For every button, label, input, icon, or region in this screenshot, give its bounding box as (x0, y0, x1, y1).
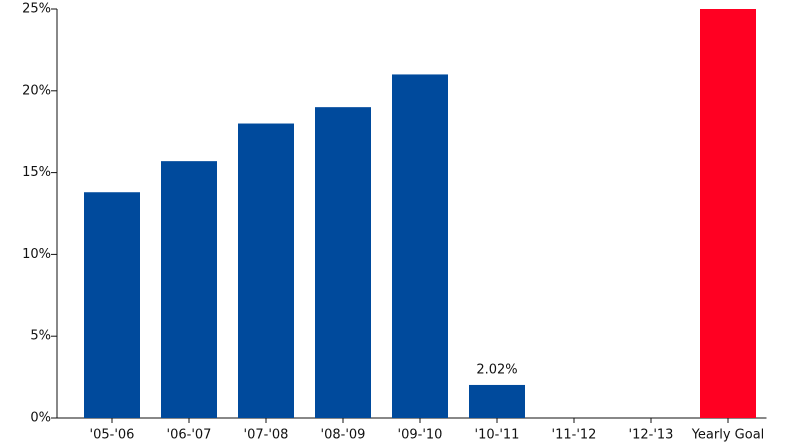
x-tick-label: '11-'12 (552, 428, 597, 443)
bar (161, 161, 217, 418)
bar (238, 123, 294, 419)
x-tick-label: '07-'08 (244, 428, 289, 443)
x-tick-label: '12-'13 (629, 428, 674, 443)
y-tick-label: 5% (30, 329, 51, 344)
x-tick-label: '05-'06 (90, 428, 135, 443)
bar (315, 107, 371, 418)
bar (469, 384, 525, 418)
bar (84, 192, 140, 418)
bar (392, 74, 448, 418)
x-tick-label: '06-'07 (167, 428, 212, 443)
bar (700, 9, 756, 418)
y-tick-label: 0% (30, 411, 51, 426)
y-tick-label: 15% (22, 165, 51, 180)
x-tick-label: '08-'09 (321, 428, 366, 443)
x-tick-label: '09-'10 (398, 428, 443, 443)
x-tick-label: Yearly Goal (691, 428, 765, 443)
y-tick-label: 20% (22, 83, 51, 98)
x-tick-label: '10-'11 (475, 428, 520, 443)
value-label: 2.02% (476, 362, 517, 377)
y-tick-label: 10% (22, 247, 51, 262)
y-tick-label: 25% (22, 2, 51, 17)
